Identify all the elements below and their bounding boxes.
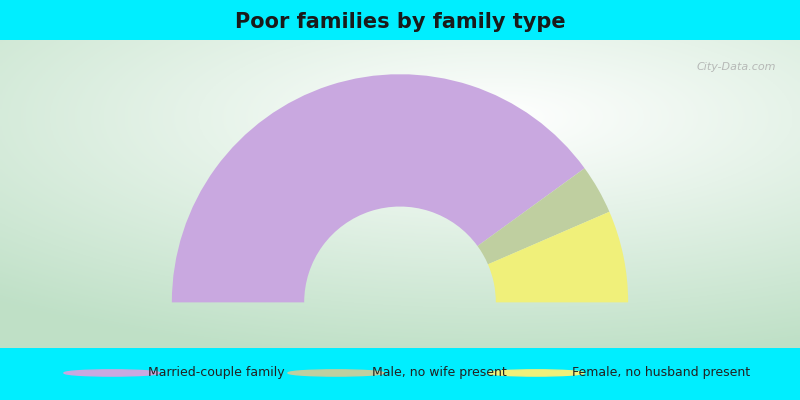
Text: Female, no husband present: Female, no husband present xyxy=(572,366,750,380)
Wedge shape xyxy=(488,212,628,302)
Wedge shape xyxy=(478,168,610,264)
Text: Married-couple family: Married-couple family xyxy=(148,366,285,380)
Text: Poor families by family type: Poor families by family type xyxy=(234,12,566,32)
Circle shape xyxy=(288,370,384,376)
Circle shape xyxy=(488,370,584,376)
Circle shape xyxy=(64,370,160,376)
Text: City-Data.com: City-Data.com xyxy=(697,62,776,72)
Wedge shape xyxy=(172,74,585,302)
Text: Male, no wife present: Male, no wife present xyxy=(372,366,506,380)
